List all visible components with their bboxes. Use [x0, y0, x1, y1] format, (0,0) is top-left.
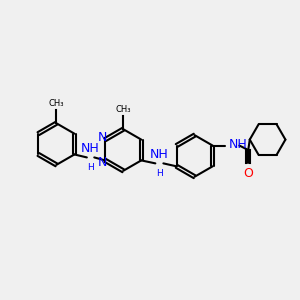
Text: CH₃: CH₃: [49, 99, 64, 108]
Text: N: N: [98, 156, 107, 169]
Text: N: N: [98, 131, 107, 144]
Text: CH₃: CH₃: [116, 105, 131, 114]
Text: O: O: [243, 167, 253, 180]
Text: H: H: [156, 169, 163, 178]
Text: NH: NH: [80, 142, 99, 155]
Text: H: H: [87, 163, 94, 172]
Text: NH: NH: [149, 148, 168, 161]
Text: NH: NH: [229, 138, 248, 151]
